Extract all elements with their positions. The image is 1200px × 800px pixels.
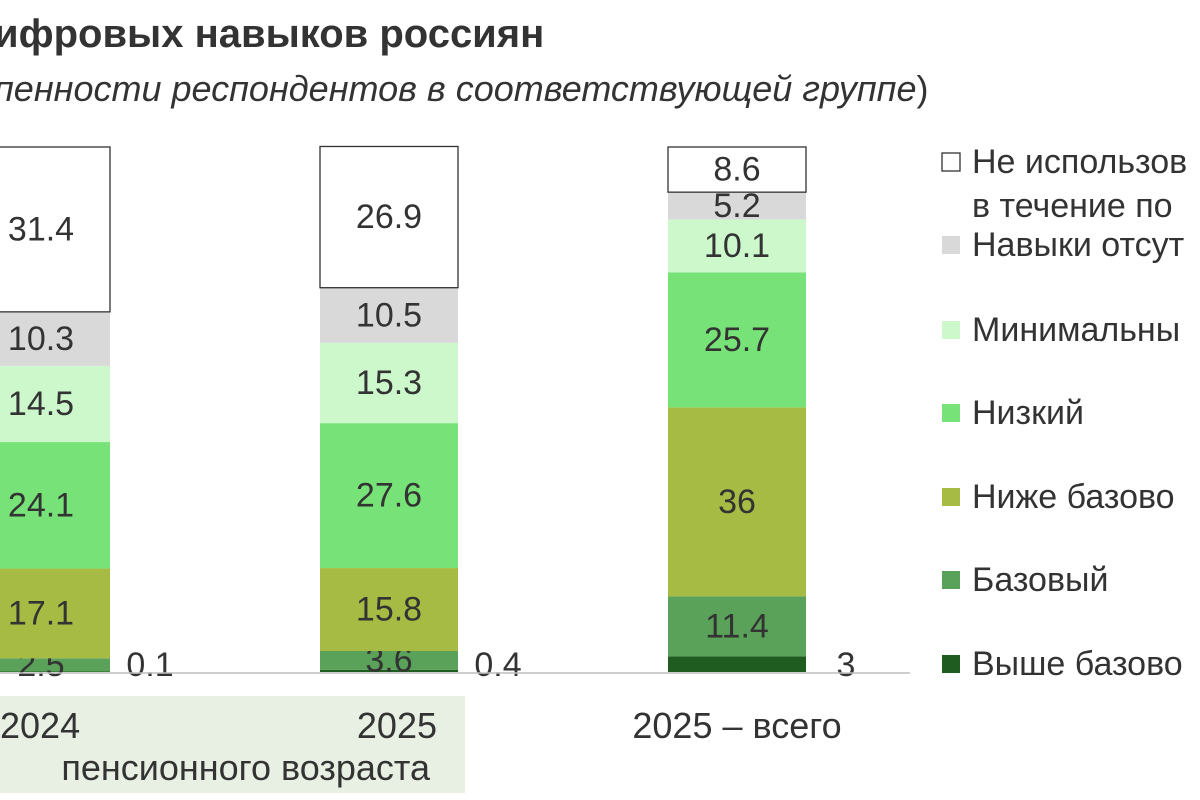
data-label: 0.1 (126, 646, 173, 684)
data-label: 31.4 (8, 210, 74, 248)
data-label: 24.1 (8, 486, 74, 524)
legend-label: Ниже базово (972, 478, 1175, 516)
legend-marker (942, 655, 960, 673)
chart-subtitle-text: пенности респондентов в соответствующей … (0, 68, 917, 109)
legend-label: Минимальны (972, 311, 1180, 349)
data-label: 14.5 (8, 385, 74, 423)
bar-segment (320, 568, 458, 651)
data-label: 11.4 (705, 607, 769, 645)
legend-marker (942, 321, 960, 339)
legend-label: в течение по (972, 187, 1173, 225)
group-background (0, 696, 465, 793)
bar-segment (0, 671, 110, 672)
group-label: пенсионного возраста (61, 747, 431, 788)
bar-segment (320, 423, 458, 569)
data-label: 5.2 (713, 187, 760, 225)
x-tick-label: 2024 (0, 705, 80, 746)
data-label: 26.9 (356, 198, 422, 236)
bar-segment (320, 342, 458, 424)
data-label: 3 (837, 646, 856, 684)
chart-subtitle-paren: ) (916, 68, 929, 109)
bar-segment (668, 219, 806, 273)
bar-segment (0, 442, 110, 569)
bar-segment (668, 596, 806, 657)
data-label: 25.7 (704, 321, 770, 359)
legend-label: Не использов (972, 143, 1187, 181)
bar-segment (668, 192, 806, 220)
bar-segment (0, 568, 110, 659)
x-tick-label: 2025 – всего (632, 705, 841, 746)
legend-label: Выше базово (972, 645, 1183, 683)
bar-segment (668, 272, 806, 408)
data-label: 10.5 (356, 296, 422, 334)
chart-title: ифровых навыков россиян (0, 12, 545, 56)
legend-label: Базовый (972, 561, 1108, 599)
legend-marker (942, 571, 960, 589)
bar-segment (0, 658, 110, 672)
x-tick-label: 2025 (357, 705, 437, 746)
legend-label: Низкий (972, 394, 1084, 432)
data-label: 8.6 (713, 151, 760, 189)
bar-segment (320, 651, 458, 670)
bar-segment (0, 365, 110, 443)
bar-segment (668, 407, 806, 597)
chart-subtitle: пенности респондентов в соответствующей … (0, 68, 928, 110)
data-label: 15.3 (356, 364, 422, 402)
legend-marker (942, 488, 960, 506)
data-label: 17.1 (8, 594, 74, 632)
data-label: 36 (718, 483, 756, 521)
bar-segment (320, 287, 458, 343)
bar-segment (320, 669, 458, 672)
bar-segment (0, 146, 111, 313)
data-label: 0.4 (474, 646, 521, 684)
legend-marker (942, 404, 960, 422)
bar-segment (667, 146, 807, 193)
legend-marker (941, 152, 961, 172)
data-label: 10.1 (704, 227, 770, 265)
bar-segment (668, 656, 806, 672)
legend-label: Навыки отсут (972, 226, 1184, 264)
data-label: 27.6 (356, 477, 422, 515)
data-label: 10.3 (8, 320, 74, 358)
bar-segment (0, 311, 110, 366)
legend-marker (942, 236, 960, 254)
data-label: 15.8 (356, 591, 422, 629)
bar-segment (319, 145, 459, 289)
